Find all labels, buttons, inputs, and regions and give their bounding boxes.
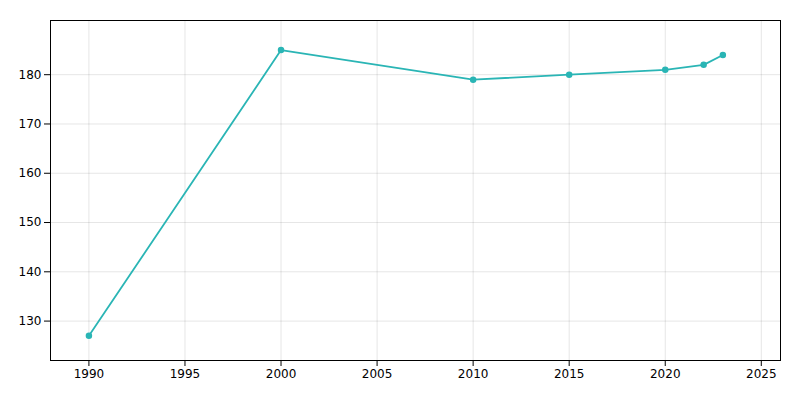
svg-text:2000: 2000	[266, 367, 297, 381]
svg-text:180: 180	[19, 68, 42, 82]
svg-text:2015: 2015	[554, 367, 585, 381]
svg-text:1990: 1990	[74, 367, 105, 381]
svg-text:160: 160	[19, 166, 42, 180]
svg-text:2025: 2025	[746, 367, 777, 381]
svg-text:1995: 1995	[170, 367, 201, 381]
svg-text:150: 150	[19, 215, 42, 229]
svg-text:2010: 2010	[458, 367, 489, 381]
svg-text:170: 170	[19, 117, 42, 131]
svg-text:140: 140	[19, 265, 42, 279]
svg-text:130: 130	[19, 314, 42, 328]
svg-text:2005: 2005	[362, 367, 393, 381]
svg-text:2020: 2020	[650, 367, 681, 381]
